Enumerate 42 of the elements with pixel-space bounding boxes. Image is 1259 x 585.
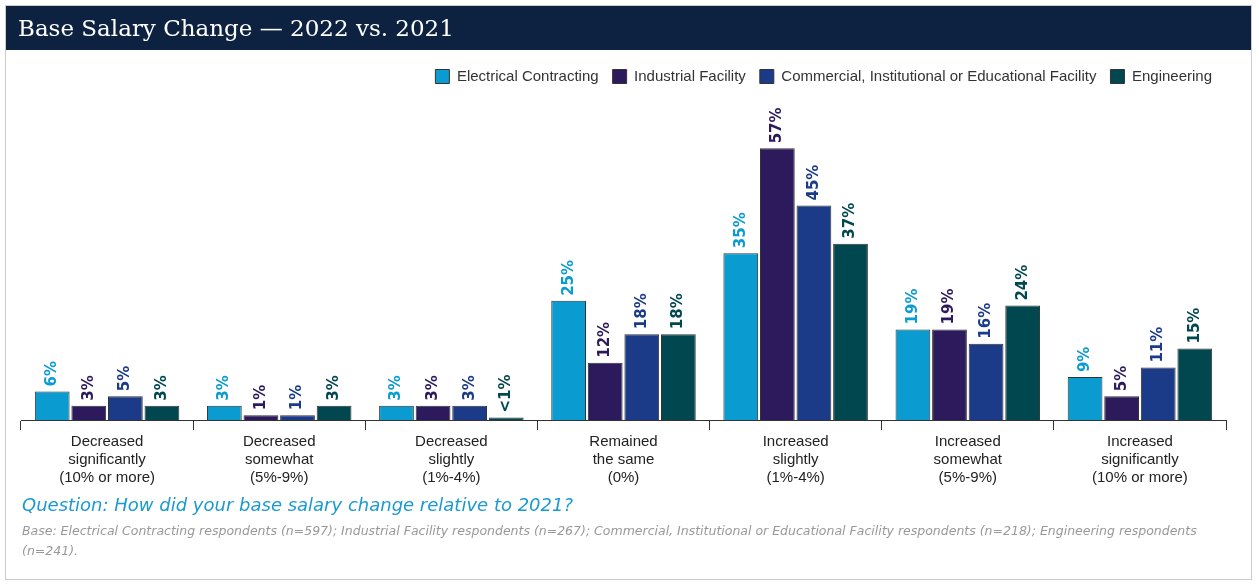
x-tick-label: Decreased slightly (1%-4%): [415, 432, 488, 486]
data-label: 3%: [151, 375, 170, 401]
data-label: 3%: [459, 375, 478, 401]
data-label: 37%: [840, 202, 859, 239]
data-label: 15%: [1184, 307, 1203, 344]
x-tick-label: Decreased somewhat (5%-9%): [242, 432, 316, 486]
data-label: 11%: [1148, 326, 1167, 363]
x-tick-label: Remained the same (0%): [589, 432, 658, 486]
data-label: 18%: [631, 293, 650, 330]
x-tick-label: Decreased significantly (10% or more): [59, 432, 156, 486]
legend-label: Commercial, Institutional or Educational Facility: [781, 66, 1097, 84]
data-label: <1%: [496, 374, 515, 413]
chart-title: Base Salary Change — 2022 vs. 2021: [6, 6, 1251, 50]
x-tick-label: Increased slightly (1%-4%): [762, 432, 829, 486]
data-label: 3%: [214, 375, 233, 401]
data-label: 12%: [595, 321, 614, 358]
data-label: 35%: [730, 212, 749, 249]
data-label: 3%: [386, 375, 405, 401]
legend-label: Electrical Contracting: [456, 66, 599, 84]
data-label: 3%: [422, 375, 441, 401]
data-label: 16%: [975, 302, 994, 339]
text: Question: How did your base salary change relative to 2021?: [22, 494, 575, 515]
x-tick-label: Increased significantly (10% or more): [1092, 432, 1188, 486]
legend-label: Engineering: [1131, 66, 1212, 84]
data-label: 6%: [42, 360, 61, 387]
data-label: 3%: [78, 375, 97, 401]
data-label: 57%: [767, 107, 786, 144]
data-label: 9%: [1074, 346, 1093, 373]
x-tick-label: Increased somewhat (5%-9%): [933, 432, 1003, 486]
data-label: 19%: [902, 288, 921, 325]
legend-label: Industrial Facility: [634, 66, 747, 84]
data-label: 1%: [287, 384, 306, 411]
text: Base: Electrical Contracting respondents (n=597); Industrial Facility respondents (n=267); Commercial, Institutional or Educational Facility respondents (n=218); Engineering respondents (n=241).: [22, 522, 1198, 560]
data-label: 18%: [668, 293, 687, 330]
data-label: 5%: [115, 365, 134, 392]
data-label: 5%: [1111, 365, 1130, 392]
data-label: 25%: [558, 259, 577, 296]
data-label: 24%: [1012, 264, 1031, 301]
data-label: 3%: [323, 375, 342, 401]
data-label: 19%: [939, 288, 958, 325]
data-label: 1%: [250, 384, 269, 411]
data-label: 45%: [803, 164, 822, 201]
